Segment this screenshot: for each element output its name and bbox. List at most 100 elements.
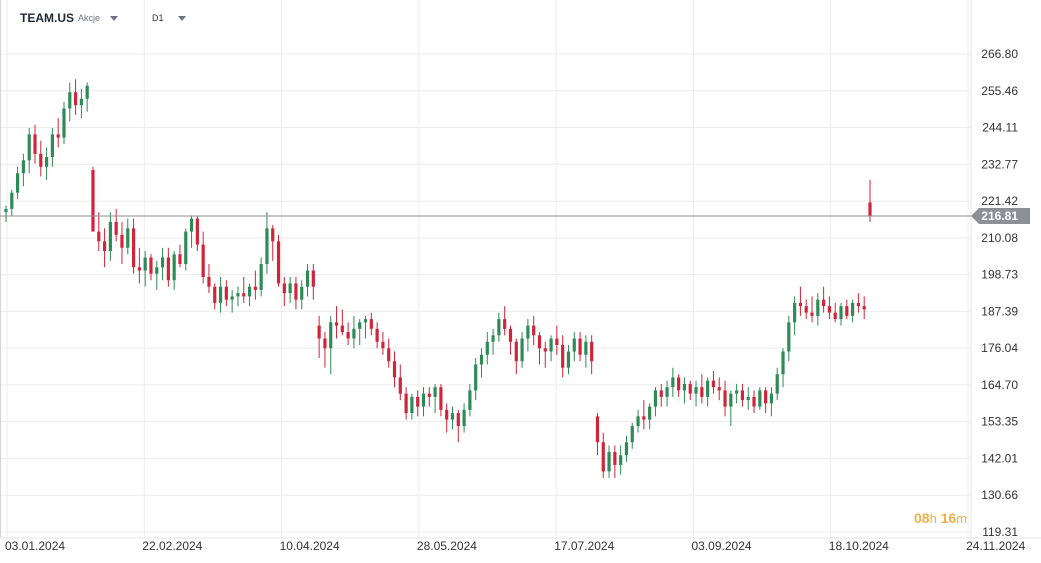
candle-body <box>845 306 849 316</box>
candle-body <box>68 92 72 109</box>
candle-body <box>764 390 768 404</box>
candle <box>149 254 153 281</box>
candle-body <box>723 390 727 407</box>
candle <box>555 325 559 355</box>
candle <box>427 387 431 407</box>
candle <box>682 377 687 404</box>
symbol-selector[interactable]: TEAM.US Akcje <box>20 8 119 28</box>
candle <box>352 315 356 349</box>
candle <box>677 374 681 397</box>
candle <box>79 89 83 119</box>
candle-body <box>155 267 159 274</box>
candle <box>102 228 107 268</box>
candle-body <box>108 221 112 252</box>
price-tick-label: 176.04 <box>981 341 1018 355</box>
candle <box>155 260 159 290</box>
candle-body <box>387 348 391 362</box>
candle-body <box>520 338 524 362</box>
candle-body <box>218 286 223 303</box>
candle-body <box>711 380 716 388</box>
price-tick-label: 130.66 <box>981 488 1018 502</box>
candle <box>537 332 542 365</box>
candle-body <box>706 380 710 397</box>
candle-body <box>381 341 385 349</box>
candle-body <box>688 383 692 394</box>
candle-body <box>230 296 234 300</box>
date-tick-label: 03.09.2024 <box>692 539 752 553</box>
chevron-down-icon[interactable] <box>110 15 119 21</box>
candle-body <box>21 160 25 174</box>
candle <box>363 315 368 339</box>
candle <box>543 341 547 368</box>
candle <box>387 338 391 368</box>
candle-body <box>172 254 176 281</box>
candle <box>804 299 808 320</box>
candle-body <box>329 322 333 349</box>
candle <box>752 390 756 414</box>
candle-body <box>184 231 188 265</box>
candle <box>21 153 25 187</box>
candle-body <box>642 416 646 420</box>
candle <box>85 82 89 112</box>
candle <box>769 387 774 417</box>
candle <box>700 374 704 404</box>
candle <box>468 383 472 417</box>
timeframe-label: D1 <box>152 13 164 23</box>
candle-body <box>421 393 426 407</box>
candle-body <box>810 312 814 316</box>
candle <box>740 383 745 407</box>
candle-body <box>126 228 130 248</box>
candle-body <box>137 267 141 271</box>
candle <box>706 377 710 407</box>
candle-body <box>671 377 675 388</box>
candle <box>189 215 194 248</box>
candle-body <box>479 354 484 365</box>
chevron-down-icon[interactable] <box>177 15 186 21</box>
candle-body <box>474 364 478 391</box>
candle-body <box>178 254 182 265</box>
candle <box>839 302 843 326</box>
candle-body <box>572 338 576 352</box>
candle <box>746 387 750 410</box>
timeframe-selector[interactable]: D1 <box>152 8 186 28</box>
candle <box>456 409 460 443</box>
candle <box>787 315 791 362</box>
candle-body <box>601 442 605 472</box>
candle <box>822 286 826 313</box>
candle-body <box>294 283 298 300</box>
candle-body <box>607 451 611 472</box>
date-tick-label: 24.11.2024 <box>966 539 1025 553</box>
candle <box>247 283 252 307</box>
candle <box>572 332 576 362</box>
price-tick-label: 244.11 <box>982 121 1018 135</box>
candle-body <box>503 319 507 329</box>
candle <box>630 422 634 449</box>
candle <box>143 251 147 287</box>
candle <box>317 315 321 358</box>
candle <box>671 367 675 397</box>
candle <box>497 312 501 342</box>
candle-body <box>729 393 733 407</box>
countdown-hours: 08 <box>914 510 930 526</box>
price-tick-label: 153.35 <box>981 415 1018 429</box>
candle-body <box>456 413 460 427</box>
candle-body <box>427 393 431 397</box>
candle <box>816 293 820 326</box>
candle <box>474 357 478 401</box>
candle <box>688 380 692 401</box>
candle-body <box>91 170 95 232</box>
candle <box>195 215 199 252</box>
candle <box>73 79 78 115</box>
horizontal-gridlines <box>0 53 971 533</box>
price-tick-label: 210.08 <box>981 231 1018 245</box>
candle-body <box>131 228 136 268</box>
candle <box>39 140 43 177</box>
candle-body <box>334 322 339 326</box>
candle <box>485 332 489 365</box>
candle <box>398 364 402 401</box>
candle-body <box>851 302 855 316</box>
candle-body <box>746 396 750 401</box>
price-tick-label: 255.46 <box>981 84 1018 98</box>
candle-body <box>682 383 687 391</box>
